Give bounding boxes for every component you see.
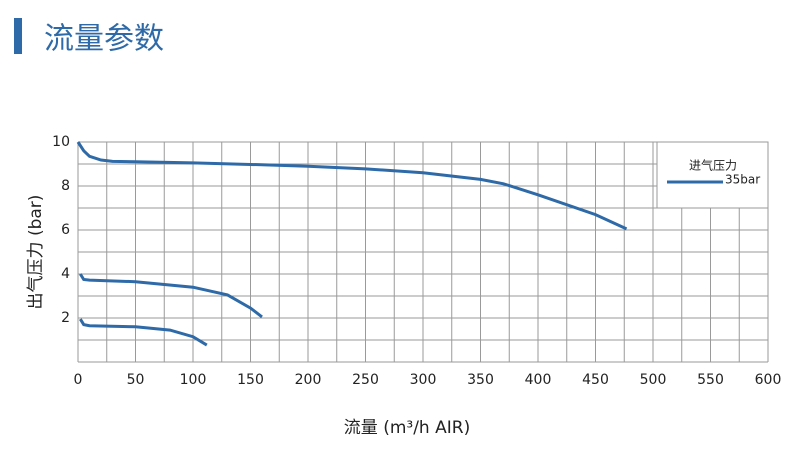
x-tick-label: 400 [525,372,552,388]
x-tick-label: 50 [127,372,145,388]
x-tick-label: 150 [237,372,264,388]
x-tick-label: 450 [582,372,609,388]
y-tick-label: 4 [61,266,70,282]
x-tick-label: 550 [697,372,724,388]
legend-title: 进气压力 [689,158,737,173]
x-tick-label: 500 [640,372,667,388]
x-axis-label: 流量 (m³/h AIR) [344,418,470,438]
x-tick-label: 350 [467,372,494,388]
y-axis-label: 出气压力 (bar) [26,195,46,310]
legend-label: 35bar [725,173,760,187]
y-tick-label: 2 [61,310,70,326]
page-title: 流量参数 [44,22,164,57]
x-tick-label: 0 [74,372,83,388]
x-tick-label: 250 [352,372,379,388]
x-tick-label: 300 [410,372,437,388]
title-bar [14,18,22,54]
y-tick-label: 6 [61,222,70,238]
x-tick-label: 600 [755,372,782,388]
x-tick-label: 100 [180,372,207,388]
line-series [79,318,208,347]
legend-box [656,141,769,209]
x-tick-label: 200 [295,372,322,388]
y-tick-label: 10 [52,134,70,150]
y-tick-label: 8 [61,178,70,194]
line-series [79,273,263,319]
line-series [76,141,628,231]
